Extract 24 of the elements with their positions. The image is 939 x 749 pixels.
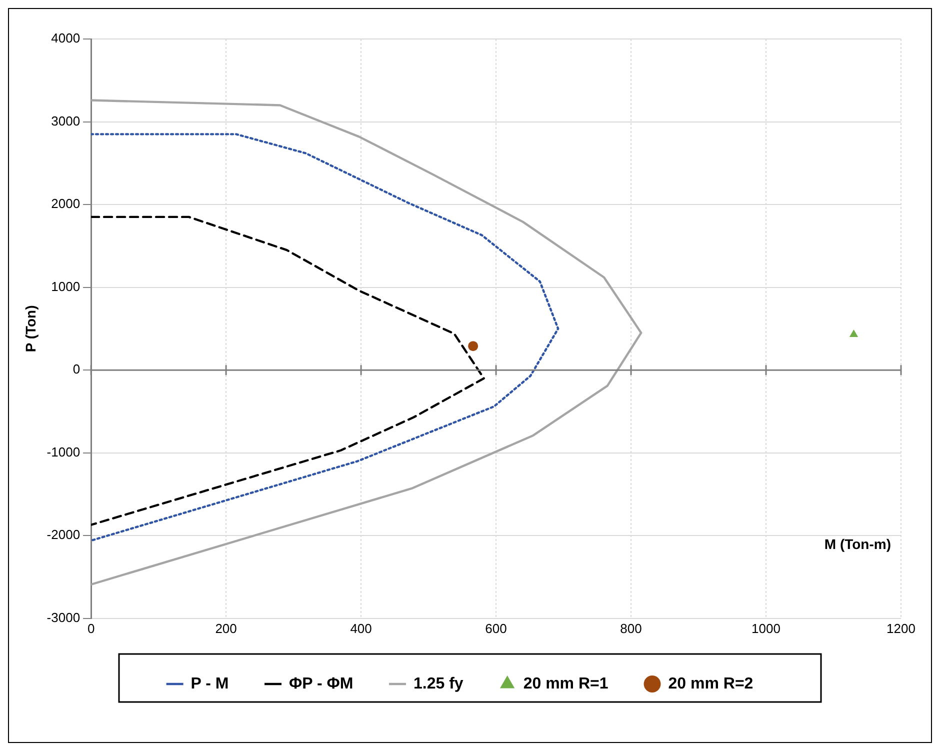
y-tick-label: 1000 bbox=[51, 278, 80, 294]
y-tick-label: 3000 bbox=[51, 113, 80, 128]
y-tick-label: -2000 bbox=[46, 527, 80, 542]
x-tick-label: 600 bbox=[485, 620, 507, 636]
y-tick-label: 0 bbox=[72, 362, 80, 377]
x-tick-label: 400 bbox=[350, 620, 372, 636]
y-tick-label: -3000 bbox=[46, 610, 80, 625]
line-series bbox=[91, 216, 485, 526]
y-tick-label: 4000 bbox=[51, 30, 80, 46]
legend-label: P - M bbox=[190, 675, 229, 692]
y-tick-label: 2000 bbox=[51, 196, 80, 212]
x-tick-label: 1000 bbox=[752, 620, 780, 636]
y-axis-title: P (Ton) bbox=[22, 305, 38, 352]
legend-label: 20 mm R=1 bbox=[523, 675, 608, 692]
legend-label: 20 mm R=2 bbox=[668, 675, 754, 692]
y-tick-label: -1000 bbox=[46, 444, 80, 460]
x-tick-label: 0 bbox=[87, 620, 95, 636]
x-tick-label: 200 bbox=[215, 620, 237, 636]
x-axis-title: M (Ton-m) bbox=[824, 536, 891, 552]
x-tick-label: 1200 bbox=[886, 620, 916, 636]
line-series bbox=[91, 133, 560, 542]
legend-label: ΦP - ΦM bbox=[289, 675, 354, 692]
legend-label: 1.25 fy bbox=[414, 675, 464, 692]
x-tick-label: 800 bbox=[620, 620, 642, 636]
